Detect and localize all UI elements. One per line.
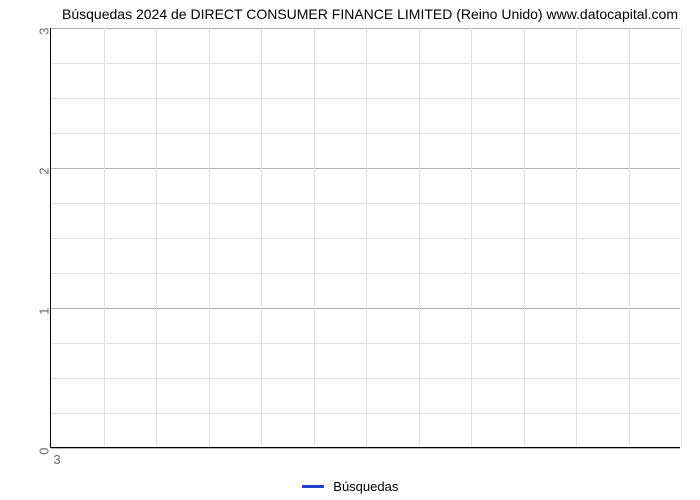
y-tick-label: 1 (37, 308, 52, 332)
gridline-v (524, 28, 525, 447)
legend-swatch (302, 485, 324, 488)
gridline-v (419, 28, 420, 447)
gridline-v (209, 28, 210, 447)
y-tick-label: 2 (37, 168, 52, 192)
legend: Búsquedas (0, 478, 700, 494)
gridline-h-major (51, 448, 680, 449)
gridline-v (104, 28, 105, 447)
gridline-v (261, 28, 262, 447)
gridline-v (576, 28, 577, 447)
gridline-v (156, 28, 157, 447)
y-tick-label: 3 (37, 28, 52, 52)
gridline-v (366, 28, 367, 447)
chart-title: Búsquedas 2024 de DIRECT CONSUMER FINANC… (50, 6, 690, 22)
gridline-v (314, 28, 315, 447)
gridline-v (681, 28, 682, 447)
plot-area (50, 28, 680, 448)
x-tick-label: 3 (42, 452, 72, 467)
legend-label: Búsquedas (333, 479, 398, 494)
gridline-v (471, 28, 472, 447)
chart-container: Búsquedas 2024 de DIRECT CONSUMER FINANC… (0, 0, 700, 500)
gridline-v (629, 28, 630, 447)
